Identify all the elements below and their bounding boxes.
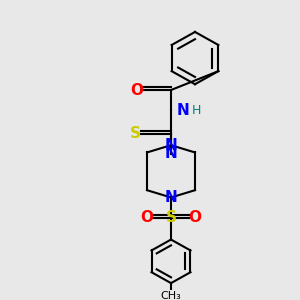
Text: CH₃: CH₃ [160, 291, 182, 300]
Text: N: N [177, 103, 189, 118]
Text: N: N [165, 138, 177, 153]
Text: S: S [166, 210, 176, 225]
Text: N: N [165, 146, 177, 161]
Text: S: S [130, 126, 140, 141]
Text: O: O [140, 210, 154, 225]
Text: O: O [188, 210, 202, 225]
Text: O: O [130, 82, 143, 98]
Text: N: N [165, 190, 177, 205]
Text: H: H [192, 104, 201, 117]
